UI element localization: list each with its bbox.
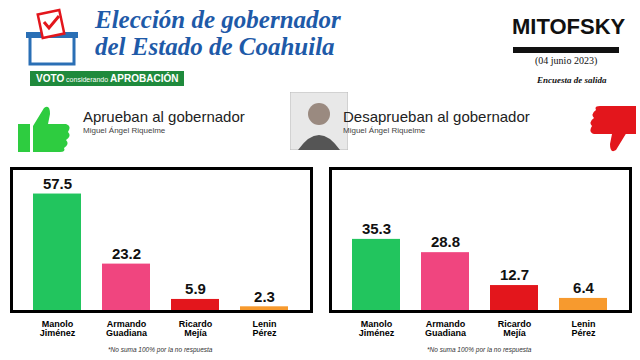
svg-text:23.2: 23.2 xyxy=(112,245,141,262)
svg-text:ManoloJiménez: ManoloJiménez xyxy=(40,319,76,338)
svg-text:RicardoMejía: RicardoMejía xyxy=(498,319,532,338)
svg-text:RicardoMejía: RicardoMejía xyxy=(179,319,213,338)
svg-text:57.5: 57.5 xyxy=(43,175,72,192)
html-text:Encuesta de salida: Encuesta de salida xyxy=(537,75,607,85)
html-text:del Estado de Coahuila: del Estado de Coahuila xyxy=(95,33,335,60)
html-text:(04 junio 2023): (04 junio 2023) xyxy=(535,55,598,66)
svg-text:ArmandoGuadiana: ArmandoGuadiana xyxy=(106,319,148,338)
html-text:*No suma 100% por la no respue: *No suma 100% por la no respuesta xyxy=(427,346,532,353)
html-text:VOTOconsiderandoAPROBACIÓN: VOTOconsiderandoAPROBACIÓN xyxy=(36,73,179,84)
html-text:MITOFSKY: MITOFSKY xyxy=(512,14,626,39)
svg-text:LeninPérez: LeninPérez xyxy=(252,319,277,338)
html-text:Desaprueban al gobernador: Desaprueban al gobernador xyxy=(343,108,530,125)
svg-text:6.4: 6.4 xyxy=(573,279,595,296)
html-text:*No suma 100% por la no respue: *No suma 100% por la no respuesta xyxy=(108,346,213,353)
svg-text:2.3: 2.3 xyxy=(254,288,275,305)
svg-text:35.3: 35.3 xyxy=(362,220,391,237)
html-text:Miguel Ángel Riquelme: Miguel Ángel Riquelme xyxy=(343,126,426,135)
svg-text:28.8: 28.8 xyxy=(431,233,460,250)
html-text:Elección de gobernador: Elección de gobernador xyxy=(95,6,341,33)
html-text:Aprueban al gobernador: Aprueban al gobernador xyxy=(83,108,245,125)
svg-text:ManoloJiménez: ManoloJiménez xyxy=(359,319,395,338)
svg-text:ArmandoGuadiana: ArmandoGuadiana xyxy=(425,319,467,338)
html-text:Miguel Ángel Riquelme: Miguel Ángel Riquelme xyxy=(83,126,166,135)
svg-text:LeninPérez: LeninPérez xyxy=(571,319,596,338)
svg-text:5.9: 5.9 xyxy=(185,280,206,297)
svg-text:12.7: 12.7 xyxy=(500,266,529,283)
